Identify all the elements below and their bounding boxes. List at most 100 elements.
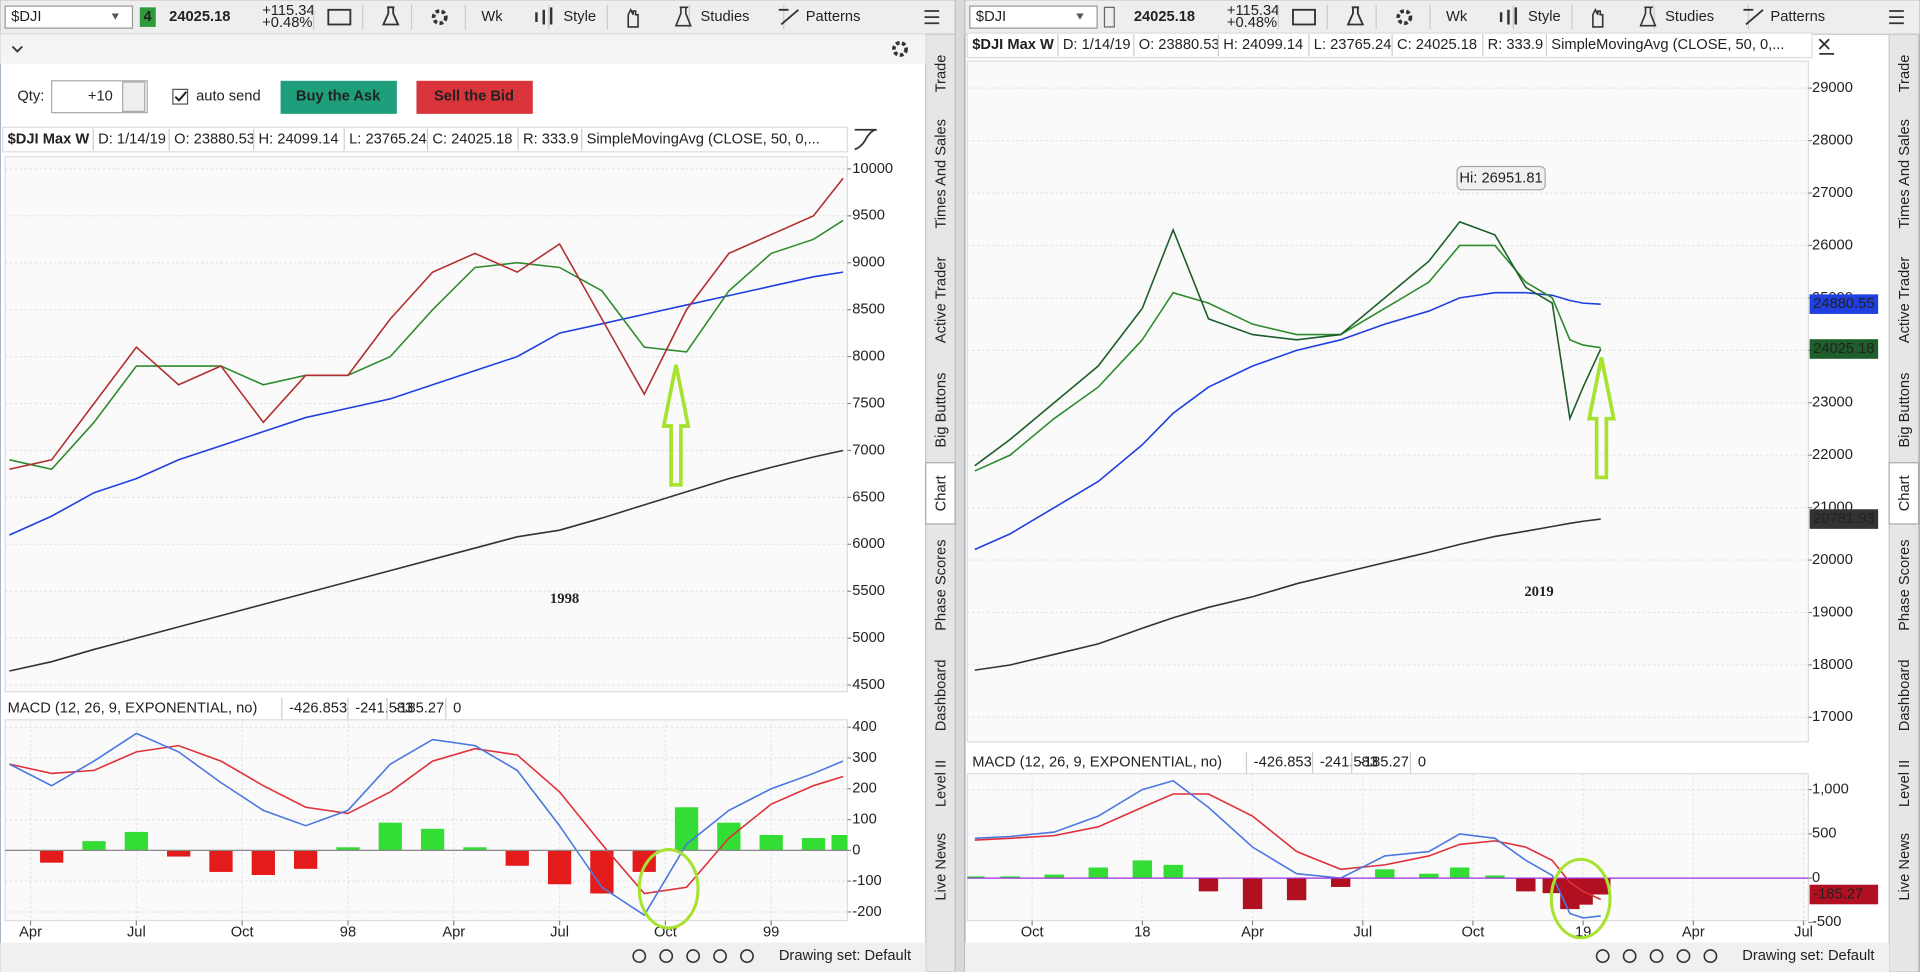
header-low: L: 23765.24	[349, 131, 427, 147]
sidebar-tab[interactable]: Trade	[1897, 55, 1913, 93]
sidebar-tab[interactable]: Big Buttons	[1897, 373, 1913, 448]
header-open: O: 23880.53	[174, 131, 255, 147]
sidebar-tab[interactable]: Dashboard	[934, 659, 950, 731]
x-tick-label: 99	[763, 925, 779, 941]
x-tick-label: Apr	[19, 925, 42, 941]
interval[interactable]: Wk	[481, 9, 503, 25]
header-name: $DJI Max W	[972, 37, 1054, 53]
sidebar-tab[interactable]: Dashboard	[1897, 659, 1913, 731]
studies-button[interactable]: Studies	[1665, 9, 1714, 25]
nav-icon[interactable]	[1676, 949, 1691, 964]
y-tick-label: 0	[852, 842, 860, 858]
nav-icon[interactable]	[686, 949, 701, 964]
bottom-bar	[964, 942, 1890, 972]
y-tick-label: 19000	[1812, 604, 1853, 620]
histogram-bar	[1450, 867, 1470, 879]
sidebar-tab[interactable]: Level II	[1897, 760, 1913, 807]
style-icon[interactable]	[1499, 7, 1518, 25]
sidebar-tab[interactable]: Times And Sales	[1897, 119, 1913, 229]
plot-area	[4, 156, 848, 693]
share-icon[interactable]	[1292, 8, 1316, 26]
expand-icon[interactable]	[1818, 38, 1835, 55]
net-change-pct: +0.48%	[1227, 15, 1277, 31]
flask-icon[interactable]	[1346, 6, 1365, 26]
drawing-set[interactable]: Drawing set: Default	[779, 948, 911, 964]
sidebar-tab[interactable]: Live News	[1897, 833, 1913, 901]
y-tick-label: 5000	[852, 630, 885, 646]
studies-icon	[1639, 6, 1657, 27]
y-tick-label: 4500	[852, 677, 885, 693]
buy-button-text[interactable]: Buy the Ask	[296, 89, 381, 105]
sidebar-tab[interactable]: Chart	[1897, 475, 1913, 511]
sell-button[interactable]	[416, 80, 533, 114]
header-range: R: 333.9	[523, 131, 579, 147]
sidebar-tab[interactable]: Phase Scores	[1897, 539, 1913, 630]
histogram-bar	[82, 841, 106, 851]
nav-icon[interactable]	[1703, 949, 1718, 964]
auto-send-checkbox[interactable]	[172, 88, 189, 105]
histogram-bar	[293, 850, 318, 869]
menu-icon[interactable]	[924, 10, 940, 25]
sell-button-text[interactable]: Sell the Bid	[434, 89, 514, 105]
net-change-pct: +0.48%	[262, 15, 312, 31]
gear-icon[interactable]	[892, 41, 908, 57]
nav-icon[interactable]	[659, 949, 674, 964]
x-tick-label: Jul	[127, 925, 146, 941]
style-toggle-icon[interactable]	[854, 128, 877, 151]
share-icon[interactable]	[327, 8, 352, 26]
nav-icon[interactable]	[1595, 949, 1610, 964]
style-icon[interactable]	[535, 7, 553, 25]
price-badge-text: 20781.93	[1813, 511, 1874, 527]
sidebar-tab[interactable]: Times And Sales	[934, 119, 950, 229]
nav-icon[interactable]	[1622, 949, 1637, 964]
histogram-bar	[505, 850, 529, 866]
buy-button[interactable]	[280, 80, 397, 114]
sidebar-tab[interactable]: Big Buttons	[934, 373, 950, 448]
symbol-box[interactable]	[969, 5, 1098, 29]
sidebar-tab[interactable]: Live News	[934, 833, 950, 901]
studies-button[interactable]: Studies	[700, 9, 749, 25]
series-line	[9, 732, 844, 917]
x-tick-label: Oct	[1461, 925, 1484, 941]
sidebar-tab[interactable]: Chart	[934, 475, 950, 511]
settings-icon[interactable]	[1396, 9, 1413, 26]
y-tick-label: 0	[1812, 870, 1820, 886]
patterns-button[interactable]: Patterns	[806, 9, 861, 25]
y-tick-label: 1,000	[1812, 781, 1849, 797]
sidebar-tab[interactable]: Active Trader	[1897, 257, 1913, 344]
y-tick-label: 20000	[1812, 552, 1853, 568]
qty-stepper[interactable]	[122, 81, 146, 113]
histogram-bar	[632, 850, 656, 872]
price-badge	[1809, 509, 1879, 529]
sidebar-tab[interactable]: Phase Scores	[934, 539, 950, 630]
bottom-bar	[0, 942, 926, 972]
qty-value: +10	[88, 89, 113, 105]
nav-icon[interactable]	[713, 949, 727, 964]
style-button[interactable]: Style	[1528, 9, 1561, 25]
nav-icon[interactable]	[1649, 949, 1664, 964]
hand-icon[interactable]	[1592, 8, 1604, 28]
patterns-button[interactable]: Patterns	[1770, 9, 1825, 25]
symbol-box[interactable]	[4, 5, 134, 29]
header-study: SimpleMovingAvg (CLOSE, 50, 0,...	[587, 131, 820, 147]
y-tick-label: 9000	[852, 255, 885, 271]
style-button[interactable]: Style	[563, 9, 596, 25]
nav-icon[interactable]	[632, 949, 647, 964]
sidebar-tab[interactable]: Active Trader	[934, 257, 950, 344]
y-tick-label: 27000	[1812, 185, 1853, 201]
flask-icon[interactable]	[381, 6, 400, 26]
hand-icon[interactable]	[627, 8, 639, 28]
sidebar-tab[interactable]: Trade	[934, 55, 950, 93]
chevron-icon[interactable]	[11, 45, 23, 53]
header-name: $DJI Max W	[8, 131, 90, 147]
sidebar-tab[interactable]: Level II	[934, 760, 950, 807]
price-badge	[1809, 294, 1879, 314]
menu-icon[interactable]	[1889, 10, 1904, 25]
drawing-set[interactable]: Drawing set: Default	[1742, 948, 1874, 964]
nav-icon[interactable]	[740, 949, 754, 964]
settings-icon[interactable]	[431, 9, 448, 26]
check-mark	[174, 91, 188, 102]
plot-layer	[967, 87, 1809, 718]
interval[interactable]: Wk	[1446, 9, 1468, 25]
histogram-bar	[1044, 874, 1064, 879]
